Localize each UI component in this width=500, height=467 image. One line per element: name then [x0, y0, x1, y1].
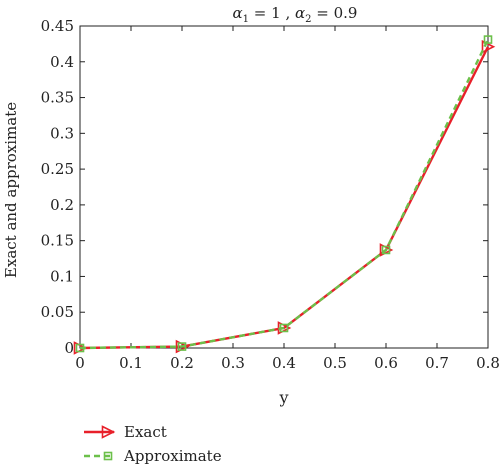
title-subscript-1: 1 [243, 14, 249, 25]
data-point-approximate [381, 245, 391, 255]
y-tick-label: 0.1 [50, 267, 74, 285]
y-tick-label: 0 [64, 339, 74, 357]
title-end: = 0.9 [312, 4, 358, 22]
title-alpha-1: α [233, 4, 243, 22]
legend-item-exact: Exact [84, 423, 167, 441]
y-axis-label: Exact and approximate [2, 102, 20, 278]
x-axis-label: y [278, 388, 288, 407]
x-tick-label: 0.1 [119, 354, 143, 372]
x-tick-label: 0.4 [272, 354, 296, 372]
y-tick-label: 0.35 [41, 89, 74, 107]
data-point-approximate [483, 35, 493, 44]
plot-area [79, 25, 489, 349]
series-line-exact [79, 46, 490, 350]
legend-label-approximate: Approximate [123, 447, 222, 465]
data-point-approximate [75, 343, 85, 353]
x-axis: 0 0.1 0.2 0.3 0.4 0.5 0.6 0.7 0.8 [75, 26, 500, 372]
y-tick-label: 0.4 [50, 53, 74, 71]
y-tick-label: 0.15 [41, 232, 74, 250]
x-tick-label: 0 [75, 354, 85, 372]
series-line-approximate [79, 39, 490, 350]
series-exact [73, 39, 496, 355]
legend-marker-exact [101, 425, 116, 439]
x-tick-label: 0.8 [476, 354, 500, 372]
series-approximate [75, 35, 493, 353]
y-axis: 0 0.05 0.1 0.15 0.2 0.25 0.3 0.35 0.4 0.45 [41, 17, 488, 357]
title-subscript-2: 2 [305, 14, 311, 25]
plot-frame [79, 25, 489, 349]
title-middle: = 1 , [249, 4, 295, 22]
data-point-exact [481, 39, 496, 54]
y-tick-label: 0.05 [41, 303, 74, 321]
y-tick-label: 0.2 [50, 196, 74, 214]
x-tick-label: 0.6 [374, 354, 398, 372]
y-tick-label: 0.45 [41, 17, 74, 35]
title-alpha-2: α [295, 4, 305, 22]
data-point-approximate [177, 342, 187, 351]
legend-item-approximate: Approximate [84, 447, 222, 465]
x-tick-label: 0.2 [170, 354, 194, 372]
y-tick-label: 0.25 [41, 160, 74, 178]
x-tick-label: 0.7 [425, 354, 449, 372]
legend-marker-approximate [103, 451, 113, 461]
series-layer [73, 35, 496, 355]
legend-label-exact: Exact [124, 423, 167, 441]
y-tick-label: 0.3 [50, 124, 74, 142]
legend: Exact Approximate [84, 423, 222, 465]
x-tick-label: 0.3 [221, 354, 245, 372]
chart-title: α1 = 1 , α2 = 0.9 [233, 4, 358, 25]
x-tick-label: 0.5 [323, 354, 347, 372]
data-point-approximate [279, 323, 289, 333]
